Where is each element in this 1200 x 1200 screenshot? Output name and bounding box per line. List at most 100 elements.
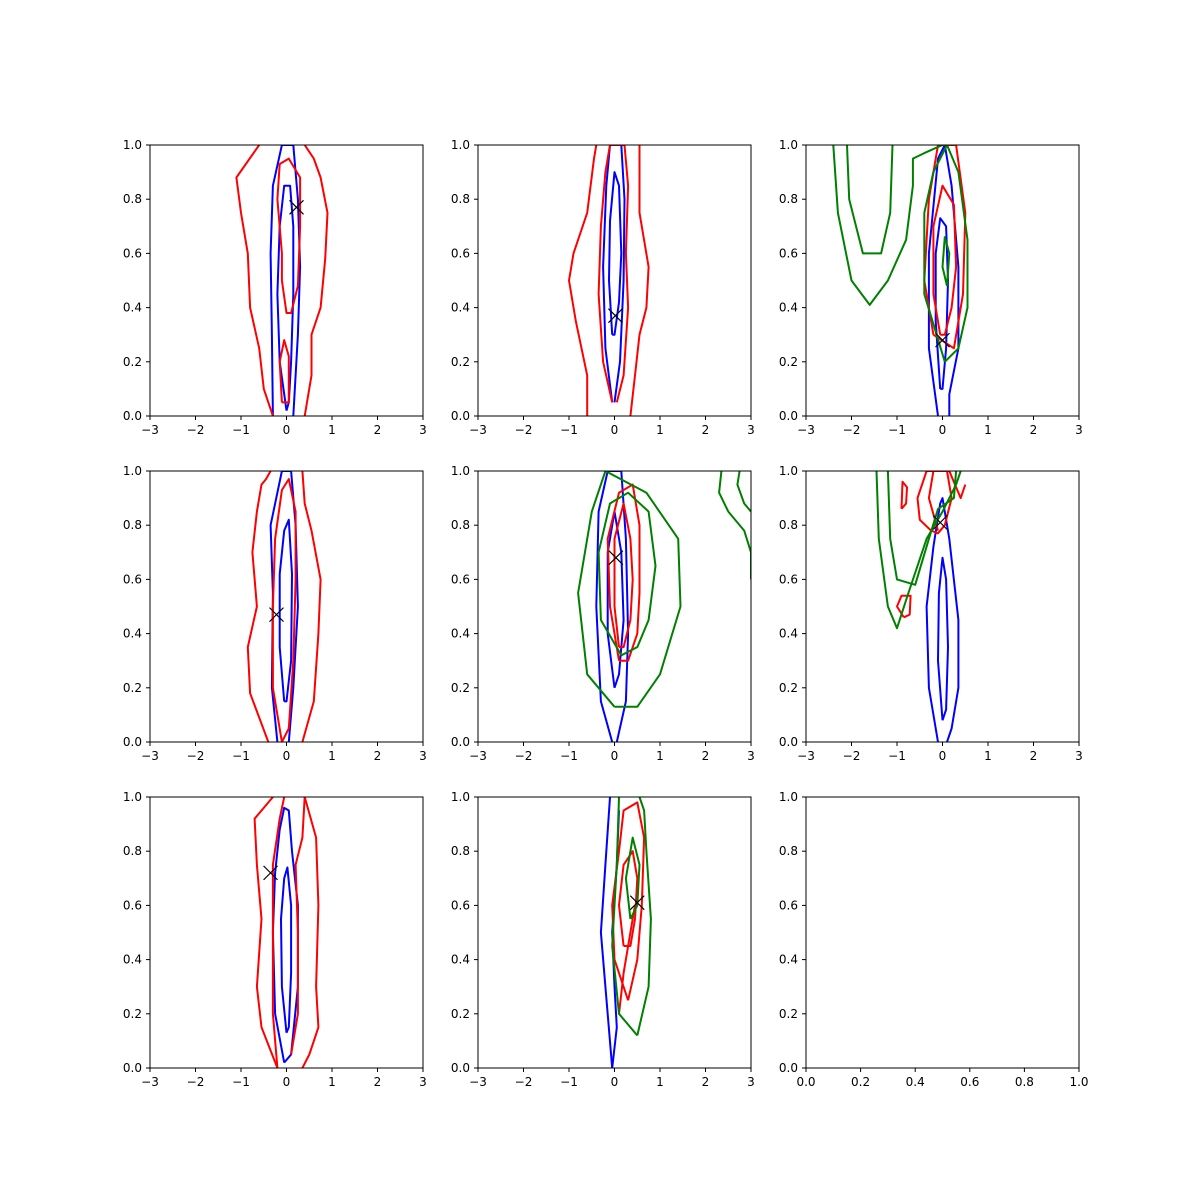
x-tick-label: 1 <box>984 423 992 437</box>
plot-area <box>246 471 322 742</box>
plot-area <box>599 797 652 1068</box>
y-tick-label: 0.8 <box>123 518 142 532</box>
contour-line <box>941 236 951 287</box>
contour-line <box>303 145 329 416</box>
plot-area <box>235 145 329 416</box>
x-tick-label: −1 <box>232 1075 250 1089</box>
plot-area <box>832 145 969 416</box>
x-tick-label: 2 <box>702 423 710 437</box>
y-tick-label: 0.4 <box>123 301 142 315</box>
contour-line <box>613 502 634 649</box>
y-tick-label: 0.6 <box>779 898 798 912</box>
x-tick-label: 0.4 <box>906 1075 925 1089</box>
x-marker <box>289 199 304 215</box>
x-tick-label: −3 <box>141 749 159 763</box>
contour-line <box>618 905 636 1014</box>
contour-line <box>276 157 302 314</box>
x-tick-label: 2 <box>702 1075 710 1089</box>
x-tick-label: 0.0 <box>796 1075 815 1089</box>
x-tick-label: −2 <box>187 1075 205 1089</box>
contour-line <box>271 797 286 1068</box>
y-tick-label: 1.0 <box>451 464 470 478</box>
contour-line <box>636 797 652 1036</box>
x-tick-label: 0 <box>611 749 619 763</box>
y-tick-label: 0.2 <box>779 355 798 369</box>
y-tick-label: 0.6 <box>123 572 142 586</box>
subplot-5: −3 −2 −1 0 1 2 3 0.0 0.2 0.4 0.6 0.8 1.0 <box>451 464 755 763</box>
y-tick-label: 0.0 <box>451 409 470 423</box>
y-tick-label: 0.0 <box>779 1061 798 1075</box>
x-tick-label: 3 <box>419 749 427 763</box>
y-tick-label: 1.0 <box>123 464 142 478</box>
x-tick-label: 0 <box>611 423 619 437</box>
axes-frame <box>477 796 752 1069</box>
contour-line <box>602 145 626 403</box>
x-tick-label: 0 <box>611 1075 619 1089</box>
x-marker <box>269 607 284 623</box>
contour-line <box>624 836 641 920</box>
x-tick-label: −1 <box>560 423 578 437</box>
y-tick-label: 0.4 <box>451 301 470 315</box>
contour-line <box>608 171 623 336</box>
contour-line <box>301 797 320 1068</box>
x-tick-label: 0 <box>283 749 291 763</box>
contour-line <box>832 145 943 306</box>
x-tick-label: 3 <box>419 1075 427 1089</box>
contour-line <box>937 556 949 721</box>
x-tick-label: −3 <box>469 749 487 763</box>
y-tick-label: 0.2 <box>779 681 798 695</box>
contour-line <box>927 471 967 531</box>
x-marker <box>935 332 950 348</box>
contour-line <box>577 471 682 708</box>
contour-line <box>923 145 969 363</box>
x-tick-label: 3 <box>747 423 755 437</box>
x-tick-label: −3 <box>797 749 815 763</box>
x-tick-label: −3 <box>469 423 487 437</box>
x-tick-label: 0.6 <box>960 1075 979 1089</box>
contour-line <box>629 145 650 416</box>
x-tick-label: 3 <box>419 423 427 437</box>
subplot-3: −3 −2 −1 0 1 2 3 0.0 0.2 0.4 0.6 0.8 1.0 <box>779 138 1083 437</box>
x-tick-label: 3 <box>1075 423 1083 437</box>
x-tick-label: 1 <box>656 749 664 763</box>
x-tick-label: 2 <box>374 749 382 763</box>
x-tick-label: −1 <box>560 749 578 763</box>
x-tick-label: 1 <box>328 423 336 437</box>
x-tick-label: 2 <box>374 1075 382 1089</box>
x-tick-label: −1 <box>560 1075 578 1089</box>
subplot-7: −3 −2 −1 0 1 2 3 0.0 0.2 0.4 0.6 0.8 1.0 <box>123 790 427 1089</box>
subplot-9: 0.0 0.2 0.4 0.6 0.8 1.0 0.0 0.2 0.4 0.6 0.8 1.0 <box>779 790 1089 1089</box>
y-tick-label: 0.8 <box>451 192 470 206</box>
x-tick-label: −2 <box>843 749 861 763</box>
x-tick-label: −1 <box>232 423 250 437</box>
contour-line <box>900 480 908 510</box>
x-tick-label: 3 <box>747 749 755 763</box>
y-tick-label: 0.4 <box>779 953 798 967</box>
y-tick-label: 0.8 <box>123 844 142 858</box>
contour-line <box>886 471 958 586</box>
y-tick-label: 0.0 <box>451 1061 470 1075</box>
contour-line <box>269 145 302 416</box>
contour-line <box>276 184 295 411</box>
x-tick-label: −2 <box>515 423 533 437</box>
plot-area <box>253 797 320 1068</box>
y-tick-label: 0.8 <box>451 844 470 858</box>
x-tick-label: 1 <box>984 749 992 763</box>
contour-line <box>618 850 639 947</box>
y-tick-label: 0.2 <box>123 1007 142 1021</box>
y-tick-label: 0.0 <box>123 1061 142 1075</box>
contour-line <box>875 471 962 630</box>
x-tick-label: −1 <box>888 749 906 763</box>
contour-line <box>278 339 290 404</box>
x-tick-label: −3 <box>797 423 815 437</box>
contour-line <box>280 866 293 1034</box>
x-tick-label: −2 <box>187 749 205 763</box>
y-tick-label: 0.0 <box>779 409 798 423</box>
y-tick-label: 0.4 <box>123 953 142 967</box>
x-tick-label: 1 <box>328 1075 336 1089</box>
subplot-2: −3 −2 −1 0 1 2 3 0.0 0.2 0.4 0.6 0.8 1.0 <box>451 138 755 437</box>
x-tick-label: 1 <box>656 423 664 437</box>
x-tick-label: 0.8 <box>1015 1075 1034 1089</box>
x-tick-label: 1.0 <box>1069 1075 1088 1089</box>
subplot-8: −3 −2 −1 0 1 2 3 0.0 0.2 0.4 0.6 0.8 1.0 <box>451 790 755 1089</box>
